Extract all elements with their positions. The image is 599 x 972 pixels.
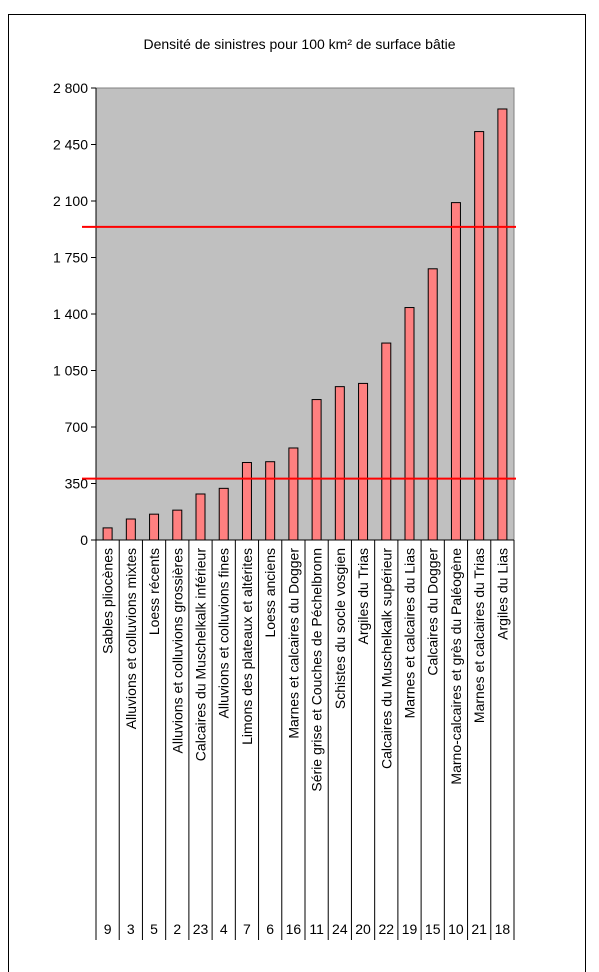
category-label: Limons des plateaux et altérites (239, 548, 255, 745)
category-label: Schistes du socle vosgien (332, 548, 348, 709)
bar (218, 487, 229, 541)
table-row-value: 11 (309, 921, 324, 937)
category-label: Calcaires du Dogger (425, 548, 441, 676)
bar (195, 493, 206, 541)
bar (404, 307, 415, 541)
category-label: Calcaires du Muschelkalk inférieur (193, 548, 209, 762)
table-row-value: 22 (378, 921, 394, 937)
bar (381, 342, 392, 541)
category-label: Marno-calcaires et grès du Paléogène (448, 548, 464, 785)
y-tick-label: 1 400 (53, 306, 88, 322)
bar (497, 108, 508, 541)
table-row-value: 23 (193, 921, 209, 937)
table-row-value: 15 (425, 921, 441, 937)
table-row-value: 19 (402, 921, 418, 937)
category-label: Calcaires du Muschelkalk supérieur (378, 548, 394, 769)
plot-area (95, 87, 515, 541)
table-row-value: 9 (104, 921, 112, 937)
category-label: Alluvions et colluvions fines (216, 548, 232, 718)
table-row-value: 2 (173, 921, 181, 937)
category-label: Marnes et calcaires du Dogger (285, 548, 301, 739)
category-label: Marnes et calcaires du Trias (471, 548, 487, 723)
bar (149, 513, 160, 541)
table-row-value: 24 (332, 921, 348, 937)
y-tick-label: 2 100 (53, 193, 88, 209)
table-row-value: 10 (448, 921, 464, 937)
chart-title: Densité de sinistres pour 100 km² de sur… (143, 36, 456, 52)
category-label: Alluvions et colluvions mixtes (123, 548, 139, 729)
bar (450, 202, 461, 541)
table-row-value: 21 (471, 921, 487, 937)
y-tick-label: 1 750 (53, 250, 88, 266)
category-label: Argiles du Lias (494, 548, 510, 640)
y-tick-label: 1 050 (53, 363, 88, 379)
bar (125, 518, 136, 541)
table-row-value: 6 (266, 921, 274, 937)
category-label: Loess récents (146, 548, 162, 635)
table-row-value: 7 (243, 921, 251, 937)
bar (265, 461, 276, 541)
y-tick-label: 2 450 (53, 137, 88, 153)
chart-frame (8, 14, 586, 972)
bar (427, 268, 438, 541)
table-row-value: 16 (286, 921, 302, 937)
bar (241, 462, 252, 541)
bar (311, 399, 322, 541)
y-tick-label: 700 (65, 419, 89, 435)
category-label: Marnes et calcaires du Lias (402, 548, 418, 718)
bar (358, 382, 369, 541)
category-label: Alluvions et colluvions grossières (169, 548, 185, 753)
category-label: Série grise et Couches de Péchelbronn (309, 548, 325, 792)
bar (102, 527, 113, 541)
y-tick-label: 0 (80, 532, 88, 548)
table-row-value: 4 (220, 921, 228, 937)
category-label: Argiles du Trias (355, 548, 371, 644)
table-row-value: 20 (355, 921, 371, 937)
table-row-value: 18 (495, 921, 511, 937)
table-row-value: 3 (127, 921, 135, 937)
bar (172, 509, 183, 541)
bar (334, 386, 345, 541)
table-row-value: 5 (150, 921, 158, 937)
y-tick-label: 2 800 (53, 80, 88, 96)
bar (288, 447, 299, 541)
category-label: Loess anciens (262, 548, 278, 638)
category-label: Sables pliocènes (100, 548, 116, 654)
